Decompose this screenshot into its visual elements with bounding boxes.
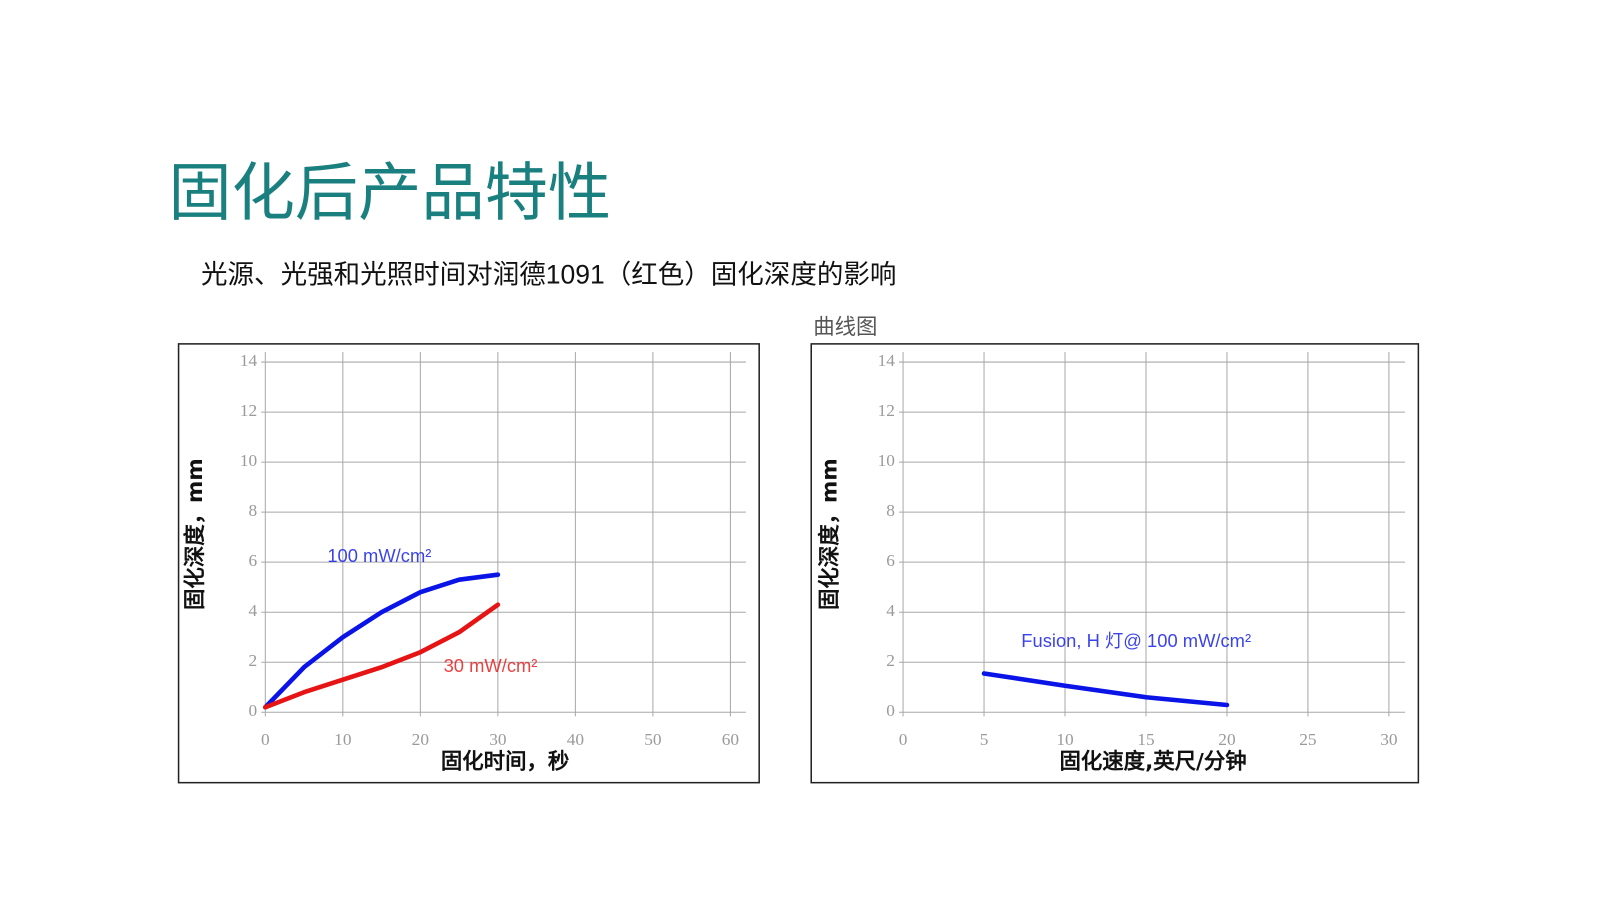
y-tick-label: 8 <box>886 501 895 520</box>
y-tick-label: 12 <box>240 401 257 420</box>
x-tick-label: 40 <box>567 730 584 749</box>
x-tick-label: 30 <box>489 730 506 749</box>
y-tick-label: 10 <box>240 451 257 470</box>
x-tick-label: 25 <box>1299 730 1316 749</box>
data-line <box>263 572 501 710</box>
series-label: 100 mW/cm² <box>327 545 431 566</box>
x-tick-label: 20 <box>1218 730 1235 749</box>
y-tick-label: 0 <box>886 701 895 720</box>
data-line <box>981 671 1230 708</box>
y-tick-label: 14 <box>878 351 896 370</box>
y-axis-label: 固化深度，mm <box>817 458 843 610</box>
y-tick-label: 6 <box>248 551 257 570</box>
x-tick-label: 50 <box>644 730 661 749</box>
y-tick-label: 8 <box>248 501 257 520</box>
slide-title: 固化后产品特性 <box>168 158 611 228</box>
series-label: Fusion, H 灯@ 100 mW/cm² <box>1021 630 1251 651</box>
y-tick-label: 4 <box>886 601 895 620</box>
x-tick-label: 10 <box>1056 730 1073 749</box>
chart-frame <box>177 343 760 784</box>
y-tick-label: 6 <box>886 551 895 570</box>
x-tick-label: 0 <box>261 730 270 749</box>
y-axis-label: 固化深度，mm <box>182 458 208 610</box>
y-tick-label: 2 <box>248 651 257 670</box>
y-tick-label: 2 <box>886 651 895 670</box>
series-label: 30 mW/cm² <box>444 655 538 676</box>
x-tick-label: 10 <box>334 730 351 749</box>
y-tick-label: 14 <box>240 351 258 370</box>
chart-caption: 曲线图 <box>813 315 877 339</box>
y-tick-label: 12 <box>878 401 895 420</box>
chart-frame <box>810 343 1420 784</box>
x-tick-label: 0 <box>899 730 908 749</box>
slide-subtitle: 光源、光强和光照时间对润德1091（红色）固化深度的影响 <box>201 260 896 290</box>
y-tick-label: 4 <box>248 601 257 620</box>
x-tick-label: 5 <box>980 730 989 749</box>
y-tick-label: 0 <box>248 701 257 720</box>
x-tick-label: 15 <box>1137 730 1154 749</box>
x-tick-label: 30 <box>1380 730 1397 749</box>
y-tick-label: 10 <box>878 451 895 470</box>
data-line <box>263 602 501 710</box>
x-tick-label: 60 <box>722 730 739 749</box>
x-tick-label: 20 <box>412 730 429 749</box>
x-axis-label: 固化速度,英尺/分钟 <box>1059 748 1246 774</box>
x-axis-label: 固化时间，秒 <box>441 748 569 774</box>
